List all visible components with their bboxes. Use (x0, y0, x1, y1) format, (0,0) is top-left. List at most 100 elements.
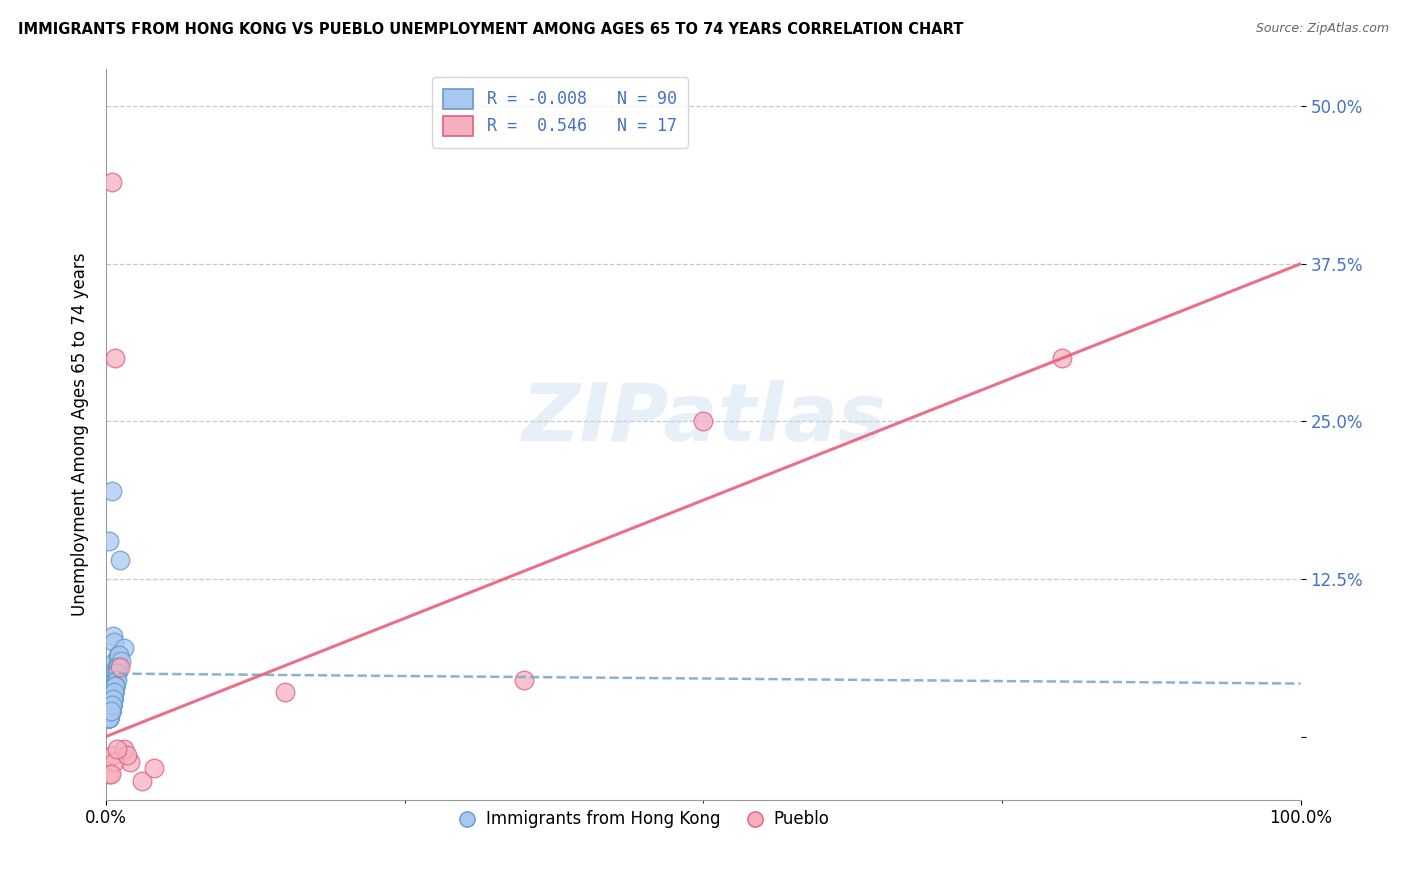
Text: Source: ZipAtlas.com: Source: ZipAtlas.com (1256, 22, 1389, 36)
Point (98, 698, 121, 712)
Point (98, 710, 121, 724)
Point (98, 534, 121, 549)
Point (105, 666, 128, 681)
Point (98, 704, 121, 718)
Point (274, 685, 297, 699)
Point (101, 698, 124, 712)
Point (101, 679, 124, 693)
Text: IMMIGRANTS FROM HONG KONG VS PUEBLO UNEMPLOYMENT AMONG AGES 65 TO 74 YEARS CORRE: IMMIGRANTS FROM HONG KONG VS PUEBLO UNEM… (18, 22, 963, 37)
Point (101, 691, 124, 706)
Point (100, 704, 122, 718)
Point (103, 685, 125, 699)
Point (98, 710, 121, 724)
Point (110, 660, 132, 674)
Point (100, 704, 122, 718)
Point (105, 660, 128, 674)
Point (100, 704, 122, 718)
Point (105, 666, 128, 681)
Point (101, 691, 124, 706)
Point (100, 698, 122, 712)
Point (103, 679, 125, 693)
Point (100, 704, 122, 718)
Point (103, 685, 125, 699)
Y-axis label: Unemployment Among Ages 65 to 74 years: Unemployment Among Ages 65 to 74 years (72, 252, 89, 615)
Point (100, 704, 122, 718)
Point (101, 698, 124, 712)
Point (98, 710, 121, 724)
Point (101, 698, 124, 712)
Point (101, 685, 124, 699)
Point (98, 710, 121, 724)
Point (103, 685, 125, 699)
Point (100, 704, 122, 718)
Point (101, 685, 124, 699)
Point (105, 660, 128, 674)
Point (118, 755, 141, 769)
Point (104, 666, 127, 681)
Point (692, 414, 714, 428)
Point (104, 654, 127, 668)
Point (98, 704, 121, 718)
Point (107, 660, 129, 674)
Point (101, 691, 124, 706)
Point (101, 698, 124, 712)
Point (103, 679, 125, 693)
Point (101, 698, 124, 712)
Point (101, 698, 124, 712)
Point (98, 710, 121, 724)
Point (103, 679, 125, 693)
Point (1050, 351, 1073, 366)
Legend: Immigrants from Hong Kong, Pueblo: Immigrants from Hong Kong, Pueblo (451, 804, 837, 835)
Point (101, 685, 124, 699)
Point (98, 710, 121, 724)
Point (101, 175, 124, 189)
Point (104, 673, 127, 687)
Point (101, 685, 124, 699)
Point (101, 691, 124, 706)
Point (101, 691, 124, 706)
Point (101, 483, 124, 498)
Point (104, 673, 127, 687)
Point (112, 641, 135, 656)
Point (103, 635, 125, 649)
Point (100, 704, 122, 718)
Point (104, 679, 127, 693)
Point (105, 742, 128, 756)
Point (101, 698, 124, 712)
Point (103, 679, 125, 693)
Point (101, 691, 124, 706)
Point (97, 685, 120, 699)
Point (100, 704, 122, 718)
Point (107, 648, 129, 662)
Point (101, 691, 124, 706)
Point (513, 673, 536, 687)
Point (101, 691, 124, 706)
Point (105, 673, 128, 687)
Point (101, 685, 124, 699)
Point (103, 685, 125, 699)
Point (104, 679, 127, 693)
Point (104, 679, 127, 693)
Point (103, 673, 125, 687)
Point (108, 648, 131, 662)
Point (101, 691, 124, 706)
Point (101, 691, 124, 706)
Point (98, 767, 121, 781)
Point (98, 710, 121, 724)
Point (104, 351, 127, 366)
Text: ZIPatlas: ZIPatlas (520, 380, 886, 458)
Point (101, 691, 124, 706)
Point (101, 691, 124, 706)
Point (101, 748, 124, 763)
Point (101, 691, 124, 706)
Point (104, 679, 127, 693)
Point (110, 553, 132, 567)
Point (100, 767, 122, 781)
Point (103, 685, 125, 699)
Point (101, 698, 124, 712)
Point (101, 698, 124, 712)
Point (100, 704, 122, 718)
Point (105, 666, 128, 681)
Point (142, 761, 165, 775)
Point (112, 742, 135, 756)
